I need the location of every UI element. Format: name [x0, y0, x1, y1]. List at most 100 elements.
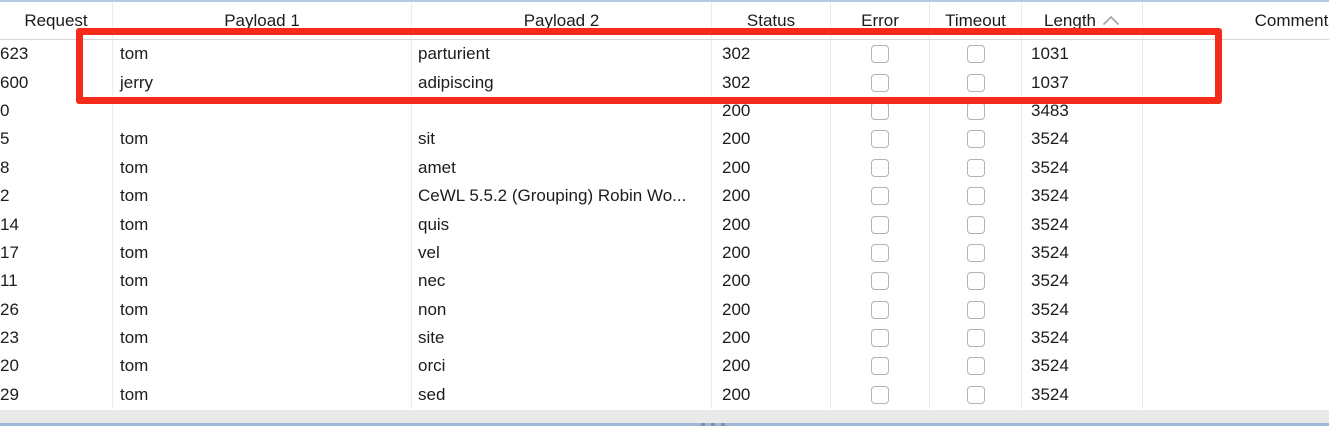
cell-payload1: tom: [113, 380, 412, 410]
cell-request: 8: [0, 153, 113, 182]
cell-comment: [1143, 40, 1329, 68]
cell-comment: [1143, 125, 1329, 153]
cell-status: 200: [712, 380, 831, 410]
table-row[interactable]: 26 tom non 200 3524: [0, 295, 1329, 324]
cell-status: 200: [712, 210, 831, 239]
error-checkbox[interactable]: [871, 215, 889, 234]
error-checkbox[interactable]: [871, 300, 889, 319]
error-checkbox[interactable]: [871, 45, 889, 64]
cell-error: [831, 125, 930, 154]
cell-comment: [1143, 97, 1329, 125]
cell-length: 3524: [1022, 238, 1143, 268]
cell-timeout: [930, 153, 1022, 182]
timeout-checkbox[interactable]: [966, 130, 985, 149]
cell-payload1: tom: [113, 210, 412, 239]
table-row[interactable]: 0 200 3483: [0, 96, 1329, 126]
table-row[interactable]: 8 tom amet 200 3524: [0, 153, 1329, 182]
timeout-checkbox[interactable]: [966, 385, 985, 404]
timeout-checkbox[interactable]: [966, 158, 985, 177]
timeout-checkbox[interactable]: [966, 329, 985, 348]
table-row[interactable]: 17 tom vel 200 3524: [0, 238, 1329, 268]
column-header-comment[interactable]: Comment: [1143, 2, 1329, 39]
timeout-checkbox[interactable]: [966, 101, 985, 120]
cell-timeout: [930, 68, 1022, 97]
splitter-bar[interactable]: [0, 423, 1329, 426]
column-header-timeout[interactable]: Timeout: [930, 2, 1022, 39]
cell-request: 623: [0, 40, 113, 69]
cell-error: [831, 380, 930, 410]
cell-length: 3524: [1022, 295, 1143, 324]
cell-comment: [1143, 239, 1329, 267]
table-row[interactable]: 600 jerry adipiscing 302 1037: [0, 68, 1329, 97]
cell-status: 200: [712, 267, 831, 296]
error-checkbox[interactable]: [871, 130, 889, 149]
timeout-checkbox[interactable]: [966, 272, 985, 291]
cell-request: 20: [0, 352, 113, 381]
column-header-label: Timeout: [945, 10, 1006, 30]
cell-timeout: [930, 96, 1022, 126]
column-header-label: Request: [24, 10, 88, 30]
cell-timeout: [930, 210, 1022, 239]
cell-length: 3524: [1022, 323, 1143, 353]
table-row[interactable]: 29 tom sed 200 3524: [0, 380, 1329, 410]
error-checkbox[interactable]: [871, 272, 889, 291]
cell-status: 302: [712, 40, 831, 69]
cell-payload1: jerry: [113, 68, 412, 97]
cell-payload2: vel: [412, 238, 712, 268]
column-header-payload1[interactable]: Payload 1: [113, 2, 412, 39]
timeout-checkbox[interactable]: [966, 215, 985, 234]
cell-payload1: tom: [113, 352, 412, 381]
error-checkbox[interactable]: [871, 329, 889, 348]
cell-timeout: [930, 323, 1022, 353]
cell-comment: [1143, 154, 1329, 182]
cell-length: 3524: [1022, 352, 1143, 381]
error-checkbox[interactable]: [871, 101, 889, 120]
column-header-payload2[interactable]: Payload 2: [412, 2, 712, 39]
table-row[interactable]: 20 tom orci 200 3524: [0, 352, 1329, 381]
timeout-checkbox[interactable]: [966, 357, 985, 376]
cell-status: 200: [712, 323, 831, 353]
cell-comment: [1143, 381, 1329, 409]
timeout-checkbox[interactable]: [966, 243, 985, 262]
error-checkbox[interactable]: [871, 187, 889, 206]
error-checkbox[interactable]: [871, 243, 889, 262]
error-checkbox[interactable]: [871, 357, 889, 376]
table-row[interactable]: 5 tom sit 200 3524: [0, 125, 1329, 154]
cell-payload2: parturient: [412, 40, 712, 69]
error-checkbox[interactable]: [871, 73, 889, 92]
horizontal-scrollbar[interactable]: [0, 410, 1329, 424]
table-row[interactable]: 11 tom nec 200 3524: [0, 267, 1329, 296]
cell-payload2: nec: [412, 267, 712, 296]
error-checkbox[interactable]: [871, 385, 889, 404]
cell-request: 600: [0, 68, 113, 97]
timeout-checkbox[interactable]: [966, 300, 985, 319]
column-header-status[interactable]: Status: [712, 2, 831, 39]
cell-payload1: tom: [113, 40, 412, 69]
table-body: 623 tom parturient 302 1031 600 jerry adipiscin…: [0, 40, 1329, 410]
cell-timeout: [930, 40, 1022, 69]
column-header-label: Length: [1044, 10, 1096, 30]
cell-request: 5: [0, 125, 113, 154]
timeout-checkbox[interactable]: [966, 187, 985, 206]
timeout-checkbox[interactable]: [966, 45, 985, 64]
timeout-checkbox[interactable]: [966, 73, 985, 92]
cell-payload1: tom: [113, 153, 412, 182]
column-header-request[interactable]: Request: [0, 2, 113, 39]
table-row[interactable]: 23 tom site 200 3524: [0, 323, 1329, 353]
cell-payload2: orci: [412, 352, 712, 381]
column-header-error[interactable]: Error: [831, 2, 930, 39]
cell-request: 17: [0, 238, 113, 268]
cell-length: 1031: [1022, 40, 1143, 69]
table-row[interactable]: 14 tom quis 200 3524: [0, 210, 1329, 239]
table-row[interactable]: 623 tom parturient 302 1031: [0, 40, 1329, 69]
cell-timeout: [930, 238, 1022, 268]
error-checkbox[interactable]: [871, 158, 889, 177]
table-row[interactable]: 2 tom CeWL 5.5.2 (Grouping) Robin Wo... 200…: [0, 181, 1329, 211]
cell-payload1: [113, 96, 412, 126]
cell-timeout: [930, 352, 1022, 381]
column-header-length[interactable]: Length: [1022, 2, 1143, 39]
cell-error: [831, 267, 930, 296]
cell-payload1: tom: [113, 267, 412, 296]
